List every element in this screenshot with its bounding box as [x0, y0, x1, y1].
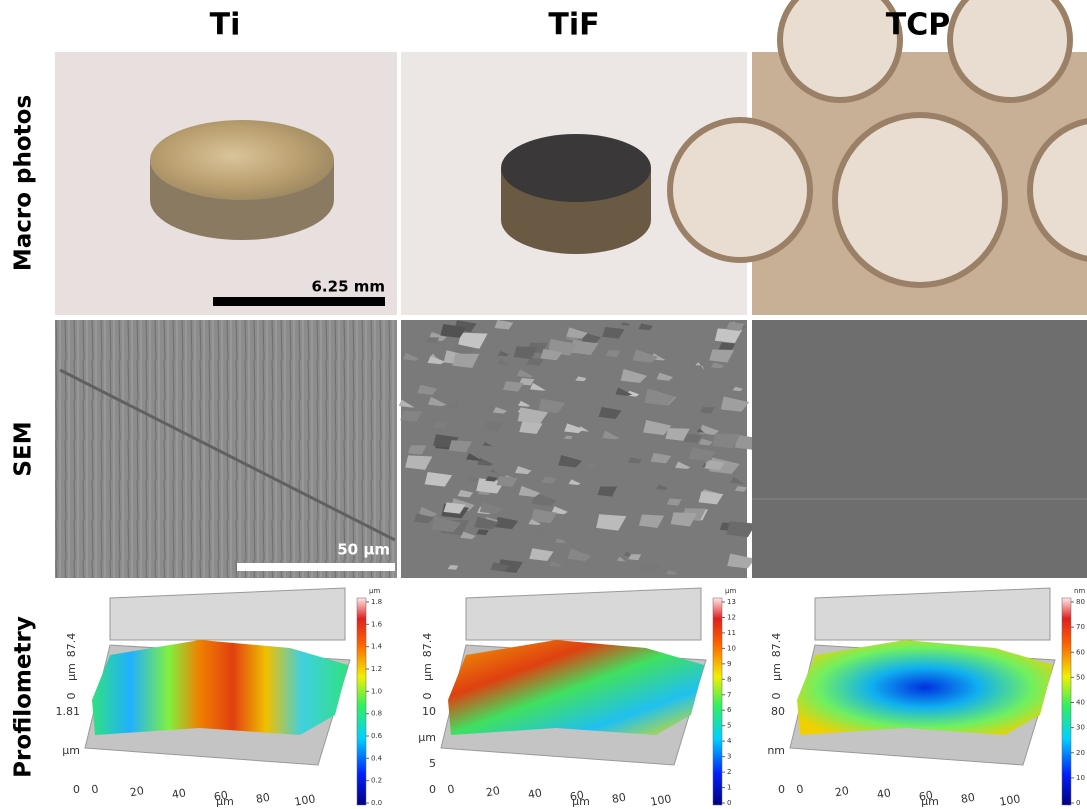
y-axis-label: 0 — [421, 693, 434, 700]
y-axis-label: 87.4 — [421, 633, 434, 658]
colorbar-unit: nm — [1074, 587, 1085, 595]
z-axis-label: 0 — [429, 783, 436, 796]
sem-image — [55, 320, 397, 578]
back-wall — [466, 588, 701, 640]
z-axis-label: 0 — [73, 783, 80, 796]
back-wall — [110, 588, 345, 640]
surface — [448, 640, 704, 735]
x-tick-label: 40 — [527, 786, 543, 801]
x-tick-label: 20 — [129, 784, 145, 799]
z-axis-label: 5 — [429, 757, 436, 770]
z-axis-label: 10 — [422, 705, 436, 718]
x-tick-label: 0 — [90, 782, 99, 796]
x-tick-label: 20 — [485, 784, 501, 799]
y-axis-label: µm — [65, 663, 78, 681]
colorbar-tick-label: 0.0 — [371, 799, 382, 807]
colorbar-tick-label: 7 — [727, 691, 731, 699]
x-axis-label: µm — [921, 795, 939, 808]
colorbar-tick-label: 1.0 — [371, 687, 382, 695]
y-axis-label: 87.4 — [770, 633, 783, 658]
back-wall — [815, 588, 1050, 640]
colorbar-tick-label: 11 — [727, 629, 736, 637]
scale-bar-label: 50 µm — [337, 541, 390, 559]
figure: Ti TiF TCP Macro photos SEM Profilometry 6.25 … — [0, 0, 1087, 809]
colorbar-tick-label: 12 — [727, 613, 736, 621]
x-tick-label: 0 — [795, 782, 804, 796]
column-header: Ti — [210, 8, 241, 43]
colorbar-tick-label: 6 — [727, 706, 732, 714]
x-tick-label: 40 — [876, 786, 892, 801]
colorbar — [1062, 598, 1071, 805]
colorbar-tick-label: 0 — [1076, 799, 1080, 807]
colorbar-tick-label: 1.8 — [371, 598, 382, 606]
x-tick-label: 100 — [998, 792, 1021, 808]
x-tick-label: 0 — [446, 782, 455, 796]
colorbar-tick-label: 20 — [1076, 749, 1085, 757]
colorbar-tick-label: 1.4 — [371, 643, 383, 651]
colorbar-tick-label: 0.8 — [371, 710, 382, 718]
colorbar-tick-label: 70 — [1076, 623, 1085, 631]
colorbar-tick-label: 10 — [1076, 774, 1085, 782]
z-axis-label: 80 — [771, 705, 785, 718]
column-header: TCP — [886, 8, 950, 43]
z-axis-label: 0 — [778, 783, 785, 796]
colorbar-tick-label: 2 — [727, 768, 731, 776]
scale-bar-label: 6.25 mm — [312, 278, 386, 296]
colorbar — [713, 598, 722, 805]
x-tick-label: 40 — [171, 786, 187, 801]
colorbar-tick-label: 1 — [727, 784, 731, 792]
y-axis-label: 87.4 — [65, 633, 78, 658]
panels — [55, 0, 1087, 578]
colorbar-tick-label: 10 — [727, 644, 736, 652]
colorbar-tick-label: 0.2 — [371, 777, 382, 785]
colorbar-unit: µm — [725, 587, 736, 595]
row-label: Macro photos — [11, 95, 37, 271]
y-axis-label: 0 — [770, 693, 783, 700]
colorbar-tick-label: 1.2 — [371, 665, 382, 673]
scale-bar — [237, 563, 395, 571]
y-axis-label: µm — [421, 663, 434, 681]
surface — [797, 640, 1053, 735]
x-axis-label: µm — [216, 795, 234, 808]
x-tick-label: 80 — [960, 791, 976, 806]
column-header: TiF — [548, 8, 599, 43]
colorbar-tick-label: 0 — [727, 799, 731, 807]
colorbar-tick-label: 13 — [727, 598, 736, 606]
sem-image — [752, 320, 1087, 578]
z-axis-label: µm — [418, 731, 436, 744]
colorbar-tick-label: 3 — [727, 753, 731, 761]
colorbar-tick-label: 0.4 — [371, 754, 383, 762]
colorbar — [357, 598, 366, 805]
x-tick-label: 20 — [834, 784, 850, 799]
grain — [726, 521, 755, 537]
z-axis-label: µm — [62, 744, 80, 757]
colorbar-tick-label: 30 — [1076, 724, 1085, 732]
colorbar-tick-label: 4 — [727, 737, 732, 745]
row-label: SEM — [11, 421, 37, 476]
x-tick-label: 80 — [255, 791, 271, 806]
colorbar-tick-label: 9 — [727, 660, 731, 668]
colorbar-tick-label: 50 — [1076, 673, 1085, 681]
x-tick-label: 80 — [611, 791, 627, 806]
x-tick-label: 100 — [293, 792, 316, 808]
scale-bar — [213, 297, 385, 306]
colorbar-tick-label: 5 — [727, 722, 731, 730]
colorbar-unit: µm — [369, 587, 380, 595]
x-axis-label: µm — [572, 795, 590, 808]
disk-top — [150, 120, 334, 200]
colorbar-tick-label: 8 — [727, 675, 731, 683]
x-tick-label: 100 — [649, 792, 672, 808]
colorbar-tick-label: 40 — [1076, 699, 1085, 707]
row-label: Profilometry — [11, 616, 37, 778]
colorbar-tick-label: 80 — [1076, 598, 1085, 606]
surface — [92, 640, 348, 735]
colorbar-tick-label: 1.6 — [371, 620, 383, 628]
colorbar-tick-label: 0.6 — [371, 732, 383, 740]
z-axis-label: nm — [767, 744, 785, 757]
disk-top — [501, 134, 651, 202]
y-axis-label: µm — [770, 663, 783, 681]
z-axis-label: 1.81 — [56, 705, 81, 718]
y-axis-label: 0 — [65, 693, 78, 700]
colorbar-tick-label: 60 — [1076, 648, 1085, 656]
